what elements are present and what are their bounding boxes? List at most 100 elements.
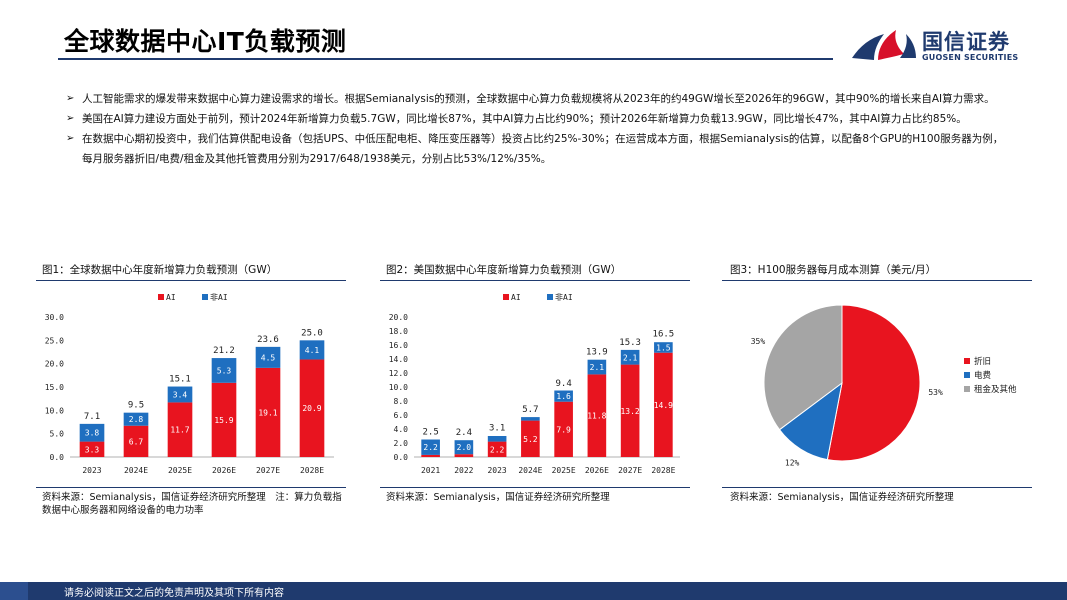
figure-3-source: 资料来源：Semianalysis，国信证券经济研究所整理 [730,492,954,503]
bar-segment-ai [421,454,440,457]
page-title: 全球数据中心IT负载预测 [64,27,347,56]
bar-total-label: 25.0 [301,328,323,338]
bar-total-label: 2.4 [456,428,472,438]
bullet-item: 美国在AI算力建设方面处于前列，预计2024年新增算力负载5.7GW，同比增长8… [66,109,1012,129]
bar-segment-ai [487,441,507,457]
bar-segment-ai [299,359,325,457]
y-tick-label: 10.0 [389,383,408,392]
pie-slice-label: 35% [751,337,766,346]
y-tick-label: 5.0 [50,430,65,439]
y-tick-label: 15.0 [45,383,64,392]
bar-segment-label: 2.1 [590,363,605,372]
legend-swatch [503,294,509,300]
bar-segment-label: 5.3 [217,366,232,375]
bar-segment-non-ai [521,417,540,421]
bar-segment-label: 2.2 [423,443,438,452]
guosen-logo: 国信证券 GUOSEN SECURITIES [848,24,1028,68]
bar-segment-ai [79,441,105,457]
bar-segment-label: 1.5 [656,343,671,352]
bar-segment-label: 5.2 [523,435,538,444]
bar-total-label: 21.2 [213,346,235,356]
x-tick-label: 2026E [585,466,609,475]
bar-segment-non-ai [211,358,237,383]
legend-swatch [158,294,164,300]
figure-1-source: 资料来源：Semianalysis，国信证券经济研究所整理 注：算力负载指数据中… [42,492,342,516]
bar-segment-ai [123,425,149,457]
bar-segment-label: 6.7 [129,437,144,446]
bar-total-label: 9.5 [128,401,144,411]
bar-segment-ai [587,374,607,457]
legend-label: AI [166,293,176,302]
figure-2-source: 资料来源：Semianalysis，国信证券经济研究所整理 [386,492,610,503]
bar-segment-non-ai [299,340,325,360]
bar-segment-non-ai [587,359,607,375]
bar-segment-non-ai [620,349,640,365]
bar-segment-non-ai [79,423,105,442]
legend-swatch [547,294,553,300]
x-tick-label: 2026E [212,466,236,475]
figure-3-caption: 图3：H100服务器每月成本测算（美元/月） [730,264,937,276]
bar-segment-ai [521,420,540,457]
pie-slice [763,304,843,431]
chart-us-new-load: AI 非AI 0.0 2.0 4.0 6.0 8.0 10.0 12.0 14.0 16.0 18.0… [389,292,680,475]
bar-segment-label: 14.9 [654,401,673,410]
legend-label: 非AI [555,292,573,302]
legend-swatch [202,294,208,300]
figure-3-bottom-rule [722,487,1032,488]
bar-segment-non-ai [167,386,193,403]
y-tick-label: 6.0 [394,411,409,420]
bar-total-label: 7.1 [84,412,100,422]
x-tick-label: 2024E [124,466,148,475]
bar-segment-label: 1.6 [556,392,571,401]
y-tick-label: 20.0 [45,360,64,369]
bar-segment-label: 7.9 [556,425,571,434]
y-tick-label: 2.0 [394,439,409,448]
bar-segment-label: 15.9 [214,416,233,425]
bar-total-label: 16.5 [653,330,675,340]
y-tick-label: 20.0 [389,313,408,322]
footer-bar: 请务必阅读正文之后的免责声明及其项下所有内容 [0,582,1067,600]
title-divider [58,58,833,60]
pie-slice [826,304,921,462]
y-tick-label: 0.0 [50,453,65,462]
bar-total-label: 13.9 [586,348,608,358]
pie-slice-label: 12% [785,459,800,468]
bar-segment-ai [167,402,193,457]
bar-segment-non-ai [255,346,281,368]
figure-2-caption: 图2：美国数据中心年度新增算力负载预测（GW） [386,264,622,276]
chart-legend: AI 非AI [503,292,573,302]
bar-segment-non-ai [454,440,474,455]
bar-segment-ai [654,352,673,457]
legend-label: AI [511,293,521,302]
y-tick-label: 10.0 [45,406,64,415]
bar-segment-non-ai [654,342,673,353]
y-tick-label: 16.0 [389,341,408,350]
bar-segment-label: 2.0 [457,443,472,452]
bar-total-label: 9.4 [555,379,571,389]
x-tick-label: 2024E [518,466,542,475]
y-tick-label: 4.0 [394,425,409,434]
bar-segment-label: 4.5 [261,353,276,362]
bar-segment-label: 11.7 [170,426,189,435]
bar-segment-label: 3.4 [173,390,188,399]
y-tick-label: 14.0 [389,355,408,364]
bar-segment-label: 19.1 [258,408,277,417]
bar-segment-non-ai [554,390,573,402]
x-tick-label: 2023 [82,466,101,475]
figure-3-top-rule [722,280,1032,281]
bar-segment-ai [620,364,640,457]
legend-label: 折旧 [974,356,991,367]
figure-1-top-rule [36,280,346,281]
x-tick-label: 2028E [651,466,675,475]
x-tick-label: 2027E [618,466,642,475]
logo-chinese-name: 国信证券 [922,30,1010,54]
bar-segment-ai [554,401,573,457]
guosen-emblem-icon [852,30,916,60]
chart-legend: AI 非AI [158,292,228,302]
bar-segment-label: 13.2 [620,407,639,416]
footer-disclaimer: 请务必阅读正文之后的免责声明及其项下所有内容 [64,588,284,599]
legend-label: 租金及其他 [974,384,1017,395]
y-tick-label: 0.0 [394,453,409,462]
bar-segment-label: 2.1 [623,353,638,362]
